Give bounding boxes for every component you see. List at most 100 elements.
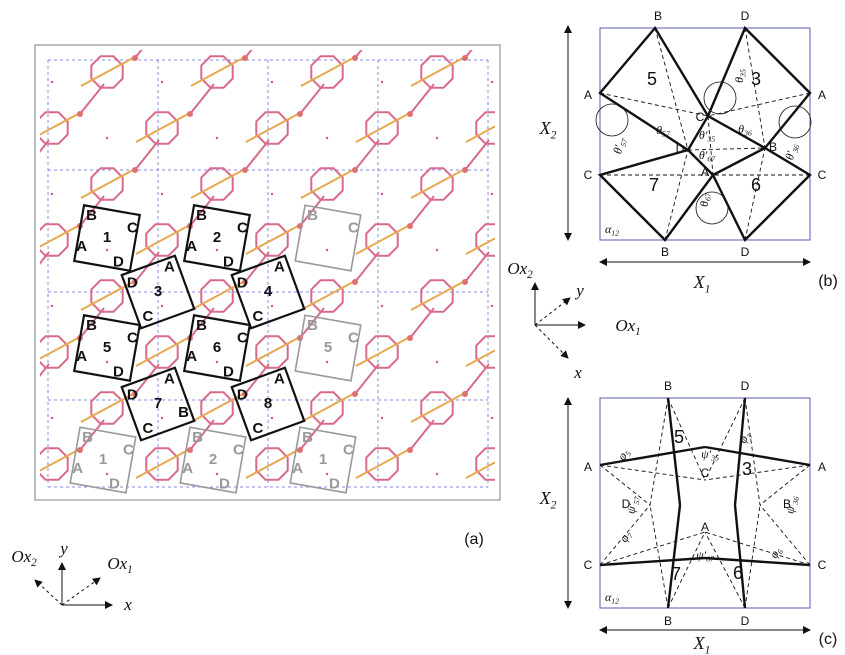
dot (51, 417, 53, 419)
square-number: 6 (213, 339, 221, 356)
bond-line (705, 447, 810, 465)
vertex-label: D (223, 253, 234, 270)
sub-label: θ36 (738, 122, 752, 138)
dot (216, 249, 218, 251)
dot (161, 81, 163, 83)
bond (0, 58, 23, 86)
vertex-label: D (113, 253, 124, 270)
sub-label: θ′67 (699, 148, 716, 164)
vertex-label: A (72, 460, 83, 477)
vertex-label: C (237, 330, 248, 347)
atom (352, 167, 358, 173)
dot (51, 81, 53, 83)
atom (22, 279, 28, 285)
label-sub: 2 (551, 498, 557, 511)
sub-label: X1 (693, 633, 711, 655)
square-number: 8 (264, 395, 272, 412)
unit-square (600, 150, 713, 240)
dot (216, 361, 218, 363)
label-sub: 57 (632, 495, 642, 505)
axis-label: x (573, 363, 582, 382)
bond (520, 308, 544, 338)
dot (546, 361, 548, 363)
vertex-label: C (233, 442, 244, 459)
atom (352, 55, 358, 61)
vertex-label: B (178, 404, 189, 421)
atom (572, 55, 578, 61)
square-number: 7 (671, 564, 681, 584)
square-number: 5 (647, 69, 657, 89)
square-number: 4 (264, 283, 273, 300)
vertex-label: A (584, 460, 592, 474)
vertex-label: C (123, 442, 134, 459)
vertex-label: B (664, 614, 672, 628)
bond-line (668, 505, 680, 608)
figure: BCBC5BCAD1BCAD2BCAD1BCAD1BCAD2DAC3DAC4BC… (0, 0, 845, 655)
bond (0, 282, 23, 310)
bond (630, 420, 654, 450)
label-sub: 2 (527, 269, 533, 281)
atom (407, 335, 413, 341)
label-base: Ox (615, 316, 635, 335)
sub-label: X2 (539, 118, 557, 141)
vertex-label: B (196, 317, 207, 334)
bond (576, 338, 628, 366)
dot (491, 193, 493, 195)
vertex-label: B (661, 245, 669, 259)
vertex-label: C (142, 420, 153, 437)
atom (22, 391, 28, 397)
vertex-label: A (584, 88, 592, 102)
sub-label: φ6 (766, 544, 785, 561)
bond (0, 394, 23, 422)
axis-arrow (62, 578, 100, 605)
vertex-label: A (818, 460, 826, 474)
square-number: 1 (99, 451, 107, 468)
vertex-label: A (292, 460, 303, 477)
vertex-label: B (302, 429, 313, 446)
sub-label: Ox1 (107, 554, 132, 576)
atom (407, 111, 413, 117)
square-number: 3 (154, 283, 162, 300)
panel-caption: (a) (464, 531, 484, 548)
vertex-label: C (701, 466, 710, 480)
vertex-label: B (307, 207, 318, 224)
atom (627, 335, 633, 341)
square-number: 5 (674, 427, 684, 447)
vertex-label: B (664, 379, 672, 393)
label-sub: 36 (743, 128, 752, 137)
square-number: 6 (751, 175, 761, 195)
dashed-link (650, 505, 668, 608)
label-sub: 35 (710, 453, 719, 462)
dot (106, 249, 108, 251)
sub-label: X2 (539, 488, 557, 511)
atom (297, 447, 303, 453)
vertex-label: A (701, 520, 709, 534)
sub-label: φ3 (735, 429, 754, 446)
vertex-label: A (701, 165, 709, 179)
unit-square (600, 28, 708, 150)
atom (407, 223, 413, 229)
vertex-label: B (192, 429, 203, 446)
dot (106, 361, 108, 363)
sub-label: Ox1 (615, 316, 640, 338)
vertex-label: A (818, 88, 826, 102)
dashed-link (705, 465, 810, 480)
atom (132, 167, 138, 173)
vertex-label: A (186, 348, 197, 365)
dot (436, 249, 438, 251)
vertex-label: B (86, 207, 97, 224)
vertex-label: A (182, 460, 193, 477)
atom (242, 167, 248, 173)
square-number: 6 (733, 563, 743, 583)
square-number: 7 (154, 395, 162, 412)
vertex-label: D (741, 9, 750, 23)
dot (436, 137, 438, 139)
dot (271, 193, 273, 195)
vertex-label: D (676, 142, 685, 156)
panel-caption: (b) (818, 273, 838, 290)
dot (381, 417, 383, 419)
dot (326, 361, 328, 363)
label-sub: 67 (707, 154, 716, 163)
atom (22, 55, 28, 61)
sub-label: α12 (605, 590, 619, 606)
